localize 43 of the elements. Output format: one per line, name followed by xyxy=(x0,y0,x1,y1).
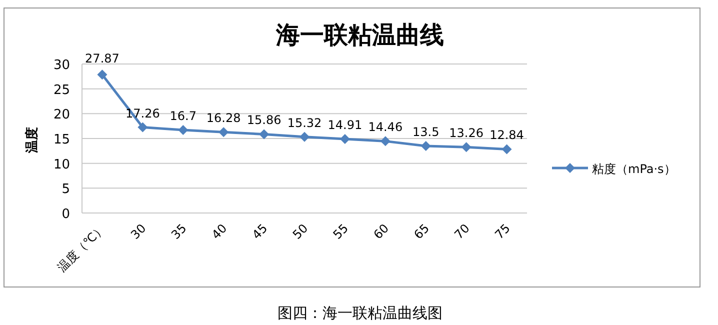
x-tick-label: 55 xyxy=(330,221,352,242)
data-label: 12.84 xyxy=(490,128,524,142)
y-tick-label: 15 xyxy=(53,132,70,148)
data-label: 27.87 xyxy=(85,52,120,66)
x-tick-label: 40 xyxy=(209,221,230,242)
x-tick-label: 50 xyxy=(290,221,311,242)
x-tick-label: 45 xyxy=(249,221,270,242)
y-axis-title: 温度 xyxy=(24,127,40,154)
data-label: 15.32 xyxy=(287,116,322,130)
y-tick-label: 25 xyxy=(53,82,70,98)
data-label: 14.91 xyxy=(328,118,362,132)
point xyxy=(259,129,270,140)
data-label: 16.28 xyxy=(206,111,241,126)
data-label: 14.46 xyxy=(368,120,403,134)
point xyxy=(97,70,108,80)
text: 图四：海一联粘温曲线图 xyxy=(278,304,442,322)
y-tick-label: 20 xyxy=(53,108,70,123)
point xyxy=(502,144,512,154)
data-label: 13.26 xyxy=(449,126,484,140)
data-label: 13.5 xyxy=(412,124,440,139)
x-tick-label: 35 xyxy=(168,221,190,242)
data-label: 15.86 xyxy=(246,113,282,128)
point xyxy=(420,140,431,151)
point xyxy=(300,132,310,142)
point xyxy=(138,122,148,132)
x-tick-label: 60 xyxy=(370,221,392,242)
x-tick-label: 65 xyxy=(411,221,432,242)
x-tick-label: 温度（℃） xyxy=(54,221,108,275)
point xyxy=(461,142,472,152)
point xyxy=(380,136,390,146)
chart-title: 海一联粘温曲线 xyxy=(275,20,444,49)
x-tick-label: 70 xyxy=(452,221,472,242)
y-tick-label: 10 xyxy=(53,157,70,172)
y-tick-label: 30 xyxy=(53,58,70,73)
point xyxy=(218,127,229,138)
y-tick-label: 5 xyxy=(62,182,70,198)
y-tick-label: 0 xyxy=(62,207,70,222)
data-label: 16.7 xyxy=(170,109,196,124)
x-tick-label: 75 xyxy=(492,221,513,242)
point xyxy=(340,134,350,144)
point xyxy=(178,125,188,136)
x-tick-label: 30 xyxy=(128,221,149,242)
legend-label: 粘度（mPa·s） xyxy=(592,162,676,176)
